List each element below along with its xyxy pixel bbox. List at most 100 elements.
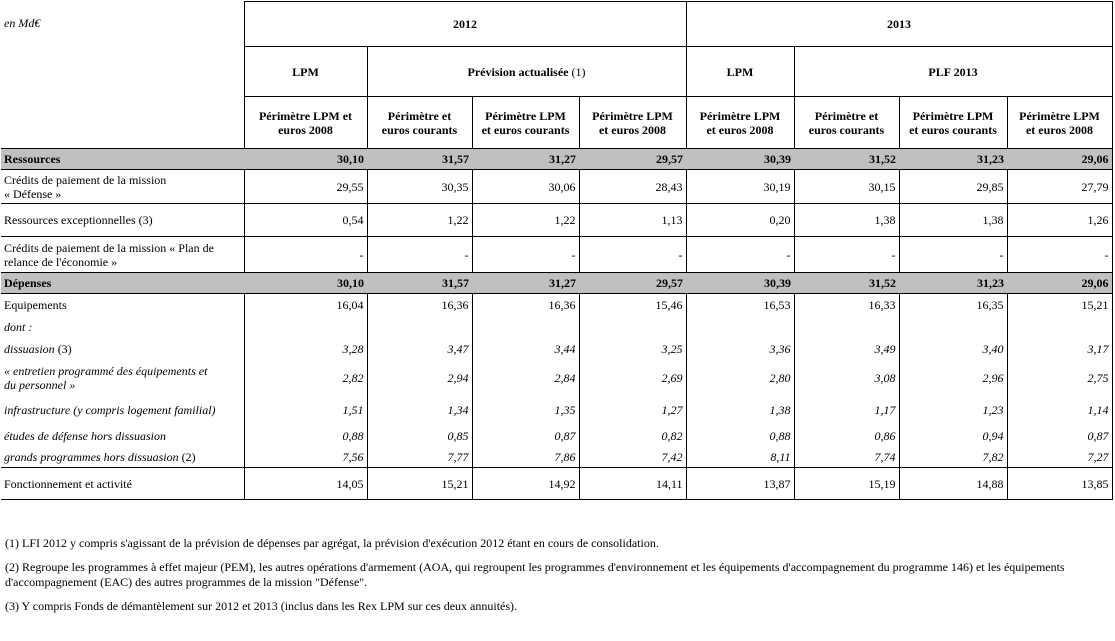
cell: 14,88 (899, 467, 1008, 500)
cell: 0,88 (686, 423, 795, 448)
row-label: Crédits de paiement de la mission « Plan… (1, 236, 245, 273)
cell: 14,11 (579, 467, 687, 500)
cell: 0,20 (686, 203, 795, 237)
row-label: infrastructure (y compris logement famil… (1, 395, 245, 424)
cell: 7,42 (579, 447, 687, 468)
cell: 31,23 (899, 272, 1007, 294)
table-row: « entretien programmé des équipements et… (1, 359, 1113, 396)
cell: 1,34 (367, 395, 473, 424)
row-label: études de défense hors dissuasion (1, 423, 245, 448)
cell: 7,27 (1007, 447, 1113, 468)
cell: - (244, 236, 368, 273)
row-label: Equipements (1, 293, 245, 316)
table-row: Fonctionnement et activité 14,05 15,21 1… (1, 467, 1113, 500)
footnotes: (1) LFI 2012 y compris s'agissant de la … (5, 536, 1110, 623)
footnote-1: (1) LFI 2012 y compris s'agissant de la … (5, 536, 659, 550)
table-row: Crédits de paiement de la mission « Défen… (1, 169, 1113, 204)
col-header: Périmètre LPM et euros 2008 (1007, 96, 1113, 149)
year-2013-header: 2013 (686, 1, 1113, 47)
cell: 0,88 (244, 423, 368, 448)
cell: 3,25 (579, 337, 687, 360)
cell: 31,52 (794, 148, 899, 170)
cell: 31,27 (472, 272, 579, 294)
cell: 31,23 (899, 148, 1007, 170)
cell: - (899, 236, 1008, 273)
cell: 16,53 (686, 293, 795, 316)
row-label: Crédits de paiement de la mission « Défen… (1, 169, 245, 204)
cell: 1,38 (899, 203, 1008, 237)
cell: - (472, 236, 580, 273)
col-header: Périmètre et euros courants (367, 96, 473, 149)
table-row: Equipements 16,04 16,36 16,36 15,46 16,5… (1, 293, 1113, 316)
cell: - (367, 236, 473, 273)
col-header: Périmètre LPM et euros 2008 (686, 96, 795, 149)
cell: 13,85 (1007, 467, 1113, 500)
cell: 29,55 (244, 169, 368, 204)
cell: - (794, 236, 900, 273)
cell: 0,87 (1007, 423, 1113, 448)
cell: 2,84 (472, 359, 580, 396)
lpm-2012-header: LPM (244, 46, 368, 97)
cell: 3,40 (899, 337, 1008, 360)
cell: 29,06 (1007, 148, 1113, 170)
cell: 1,27 (579, 395, 687, 424)
lpm-2013-header: LPM (686, 46, 795, 97)
unit-label: en Md€ (1, 1, 245, 149)
cell: 13,87 (686, 467, 795, 500)
cell: 3,49 (794, 337, 900, 360)
footnote-3: (3) Y compris Fonds de démantèlement sur… (5, 599, 518, 613)
cell: 7,77 (367, 447, 473, 468)
cell: 2,82 (244, 359, 368, 396)
cell: 3,36 (686, 337, 795, 360)
cell: 3,28 (244, 337, 368, 360)
cell: 0,94 (899, 423, 1008, 448)
cell: 1,38 (794, 203, 900, 237)
cell: 7,74 (794, 447, 900, 468)
row-label: dont : (1, 315, 245, 338)
cell: 2,75 (1007, 359, 1113, 396)
cell: 1,14 (1007, 395, 1113, 424)
budget-table: en Md€ 2012 2013 LPM Prévision actualisé… (1, 1, 1113, 500)
cell: 2,69 (579, 359, 687, 396)
cell: 3,44 (472, 337, 580, 360)
table-row: dissuasion (3) 3,28 3,47 3,44 3,25 3,36 … (1, 337, 1113, 360)
cell: 3,17 (1007, 337, 1113, 360)
cell: 15,21 (367, 467, 473, 500)
cell: 1,38 (686, 395, 795, 424)
table-row: Dépenses 30,10 31,57 31,27 29,57 30,39 3… (1, 272, 1113, 294)
cell: 29,85 (899, 169, 1008, 204)
cell: 31,52 (794, 272, 899, 294)
cell: 0,86 (794, 423, 900, 448)
cell: 30,15 (794, 169, 900, 204)
cell: 3,08 (794, 359, 900, 396)
col-header: Périmètre LPM et euros 2008 (244, 96, 368, 149)
cell: - (579, 236, 687, 273)
row-label: « entretien programmé des équipements et… (1, 359, 245, 396)
prevision-actualisee-header: Prévision actualisée (1) (367, 46, 687, 97)
cell: 29,57 (579, 272, 686, 294)
table-row: Crédits de paiement de la mission « Plan… (1, 236, 1113, 273)
cell: 16,35 (899, 293, 1008, 316)
cell: 29,57 (579, 148, 686, 170)
cell: 31,27 (472, 148, 579, 170)
cell: 2,96 (899, 359, 1008, 396)
row-label: Ressources exceptionnelles (3) (1, 203, 245, 237)
cell: 29,06 (1007, 272, 1113, 294)
table-row: Ressources 30,10 31,57 31,27 29,57 30,39… (1, 148, 1113, 170)
cell: 1,26 (1007, 203, 1113, 237)
cell: 16,33 (794, 293, 900, 316)
table-row: dont : (1, 315, 1113, 338)
cell: 30,10 (244, 272, 367, 294)
cell: 0,54 (244, 203, 368, 237)
cell: 14,05 (244, 467, 368, 500)
cell: 7,56 (244, 447, 368, 468)
cell: 30,10 (244, 148, 367, 170)
cell: 7,86 (472, 447, 580, 468)
plf-2013-header: PLF 2013 (794, 46, 1113, 97)
cell: 1,17 (794, 395, 900, 424)
cell: 2,80 (686, 359, 795, 396)
cell: 30,35 (367, 169, 473, 204)
cell: 7,82 (899, 447, 1008, 468)
cell: 1,13 (579, 203, 687, 237)
row-label: dissuasion (3) (1, 337, 245, 360)
